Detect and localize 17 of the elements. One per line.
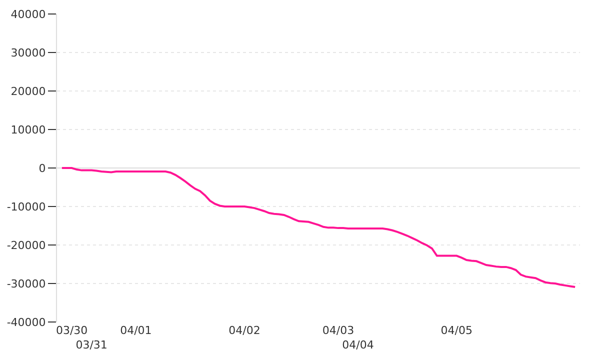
y-tick-label: 40000 — [10, 8, 46, 21]
x-tick-label: 03/30 — [56, 324, 88, 337]
y-tick-label: 10000 — [10, 123, 46, 136]
y-tick-label: -10000 — [6, 200, 46, 214]
x-tick-label: 04/02 — [228, 324, 260, 337]
y-tick-label: 20000 — [10, 84, 46, 98]
x-tick-label: 04/01 — [120, 324, 152, 337]
line-series — [60, 167, 576, 288]
y-tick-label: 30000 — [10, 46, 46, 60]
y-tick-label: -40000 — [6, 316, 46, 329]
x-tick-label: 04/05 — [440, 324, 472, 337]
y-tick-label: 0 — [38, 162, 46, 175]
y-tick-label: -20000 — [6, 238, 46, 252]
y-tick-label: -30000 — [6, 277, 46, 290]
x-tick-label: 04/04 — [342, 338, 374, 352]
x-tick-label: 03/31 — [76, 338, 108, 352]
x-tick-label: 04/03 — [322, 324, 354, 337]
